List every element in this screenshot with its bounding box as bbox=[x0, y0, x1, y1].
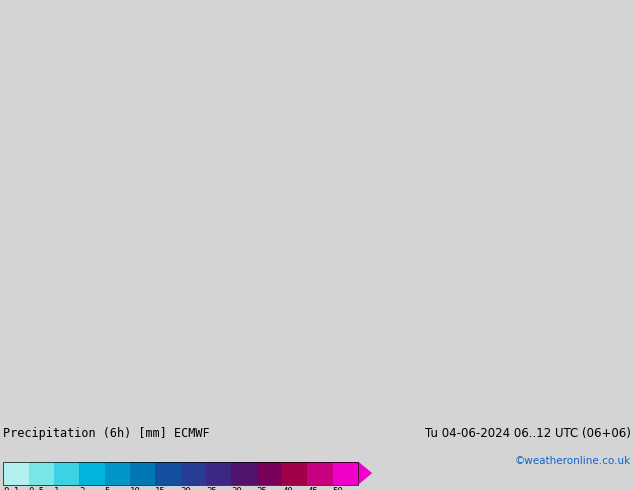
Bar bbox=[54, 462, 79, 485]
Bar bbox=[257, 462, 282, 485]
Text: 25: 25 bbox=[206, 488, 217, 490]
Text: 10: 10 bbox=[130, 488, 141, 490]
Text: 1: 1 bbox=[54, 488, 59, 490]
Text: 15: 15 bbox=[155, 488, 166, 490]
Text: 35: 35 bbox=[257, 488, 268, 490]
Text: 0.5: 0.5 bbox=[29, 488, 44, 490]
Bar bbox=[231, 462, 257, 485]
Bar bbox=[3, 462, 29, 485]
Text: ©weatheronline.co.uk: ©weatheronline.co.uk bbox=[515, 456, 631, 466]
Text: 40: 40 bbox=[282, 488, 293, 490]
Bar bbox=[155, 462, 181, 485]
Text: 50: 50 bbox=[333, 488, 344, 490]
Text: 20: 20 bbox=[181, 488, 191, 490]
Bar bbox=[333, 462, 358, 485]
Polygon shape bbox=[358, 462, 372, 485]
Text: 5: 5 bbox=[105, 488, 110, 490]
Bar bbox=[130, 462, 155, 485]
Text: Precipitation (6h) [mm] ECMWF: Precipitation (6h) [mm] ECMWF bbox=[3, 427, 210, 440]
Bar bbox=[206, 462, 231, 485]
Bar bbox=[181, 462, 206, 485]
Bar bbox=[29, 462, 54, 485]
Text: Tu 04-06-2024 06..12 UTC (06+06): Tu 04-06-2024 06..12 UTC (06+06) bbox=[425, 427, 631, 440]
Bar bbox=[282, 462, 307, 485]
Bar bbox=[79, 462, 105, 485]
Text: 30: 30 bbox=[231, 488, 242, 490]
Bar bbox=[3, 462, 358, 485]
Text: 0.1: 0.1 bbox=[3, 488, 19, 490]
Bar bbox=[307, 462, 333, 485]
Bar bbox=[105, 462, 130, 485]
Text: 45: 45 bbox=[307, 488, 318, 490]
Text: 2: 2 bbox=[79, 488, 84, 490]
